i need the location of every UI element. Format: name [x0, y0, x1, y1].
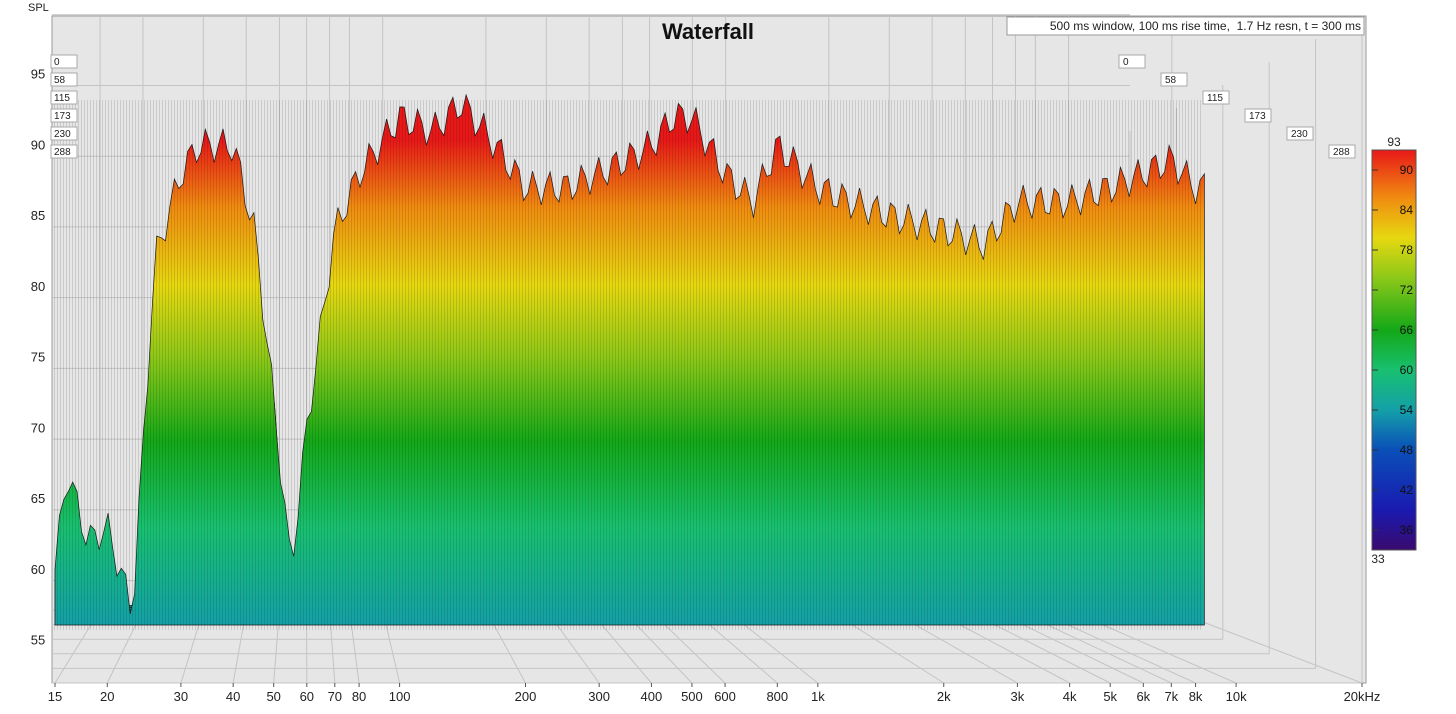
x-tick-label: 80: [352, 689, 366, 704]
info-text: 500 ms window, 100 ms rise time, 1.7 Hz …: [1050, 19, 1361, 33]
x-tick-label: 1k: [811, 689, 825, 704]
svg-text:58: 58: [1165, 75, 1177, 86]
time-tick-left: 115: [51, 91, 77, 104]
time-tick-right: 288: [1329, 145, 1355, 158]
colorbar-tick-label: 84: [1400, 203, 1414, 217]
x-tick-label: 100: [389, 689, 411, 704]
colorbar-max-label: 93: [1387, 135, 1401, 149]
colorbar-tick-label: 90: [1400, 163, 1414, 177]
svg-text:115: 115: [54, 93, 70, 104]
colorbar-tick-label: 48: [1400, 443, 1414, 457]
y-tick-label: 85: [31, 208, 45, 223]
x-tick-label: 8k: [1189, 689, 1203, 704]
y-tick-label: 70: [31, 420, 45, 435]
x-tick-label: 7k: [1164, 689, 1178, 704]
y-tick-label: 60: [31, 562, 45, 577]
svg-text:288: 288: [1333, 147, 1350, 158]
x-tick-label: 40: [226, 689, 240, 704]
svg-text:115: 115: [1207, 93, 1223, 104]
y-tick-label: 75: [31, 350, 45, 365]
x-tick-label: 60: [300, 689, 314, 704]
x-tick-label: 10k: [1226, 689, 1247, 704]
colorbar: 93 33 36 42 48 54 60 66 72 78 84 90: [1371, 135, 1416, 566]
x-tick-label: 4k: [1063, 689, 1077, 704]
x-tick-label: 500: [681, 689, 703, 704]
svg-text:288: 288: [54, 147, 71, 158]
time-tick-right: 115: [1203, 91, 1229, 104]
svg-text:173: 173: [1249, 111, 1266, 122]
x-tick-label: 300: [588, 689, 610, 704]
x-tick-label: 15: [48, 689, 62, 704]
time-tick-right: 230: [1287, 127, 1313, 140]
colorbar-min-label: 33: [1371, 552, 1385, 566]
colorbar-tick-label: 42: [1400, 483, 1414, 497]
colorbar-tick-label: 54: [1400, 403, 1414, 417]
time-tick-left: 0: [51, 55, 77, 68]
colorbar-tick-label: 60: [1400, 363, 1414, 377]
time-tick-left: 230: [51, 127, 77, 140]
x-tick-label: 800: [766, 689, 788, 704]
chart-title: Waterfall: [662, 19, 754, 44]
y-tick-label: 55: [31, 633, 45, 648]
svg-text:0: 0: [54, 57, 60, 68]
svg-text:230: 230: [1291, 129, 1308, 140]
x-tick-label: 20kHz: [1344, 689, 1381, 704]
y-tick-label: 90: [31, 137, 45, 152]
x-tick-label: 50: [266, 689, 280, 704]
x-tick-label: 30: [174, 689, 188, 704]
y-tick-label: 65: [31, 491, 45, 506]
x-axis: 15 20 30 40 50 60 70 80 100 200 300 400 500 600 800 1k 2…: [48, 683, 1381, 704]
y-axis-label: SPL: [28, 2, 49, 14]
time-tick-left: 288: [51, 145, 77, 158]
svg-text:58: 58: [54, 75, 66, 86]
x-tick-label: 400: [641, 689, 663, 704]
svg-text:173: 173: [54, 111, 71, 122]
colorbar-tick-label: 66: [1400, 323, 1414, 337]
colorbar-tick-label: 36: [1400, 523, 1414, 537]
colorbar-tick-label: 72: [1400, 283, 1414, 297]
waterfall-surface: [52, 95, 1204, 630]
x-tick-label: 70: [328, 689, 342, 704]
colorbar-tick-label: 78: [1400, 243, 1414, 257]
x-tick-label: 3k: [1011, 689, 1025, 704]
y-axis: 55 60 65 70 75 80 85 90 95: [31, 67, 45, 648]
x-tick-label: 20: [100, 689, 114, 704]
time-tick-right: 173: [1245, 109, 1271, 122]
x-tick-label: 5k: [1103, 689, 1117, 704]
time-tick-right: 58: [1161, 73, 1187, 86]
x-tick-label: 600: [714, 689, 736, 704]
svg-text:230: 230: [54, 129, 71, 140]
x-tick-label: 200: [515, 689, 537, 704]
y-tick-label: 80: [31, 279, 45, 294]
time-tick-left: 58: [51, 73, 77, 86]
x-tick-label: 2k: [937, 689, 951, 704]
slice-texture: [52, 100, 1202, 630]
x-tick-label: 6k: [1136, 689, 1150, 704]
time-tick-right: 0: [1119, 55, 1145, 68]
time-tick-left: 173: [51, 109, 77, 122]
y-tick-label: 95: [31, 67, 45, 82]
svg-text:0: 0: [1123, 57, 1129, 68]
